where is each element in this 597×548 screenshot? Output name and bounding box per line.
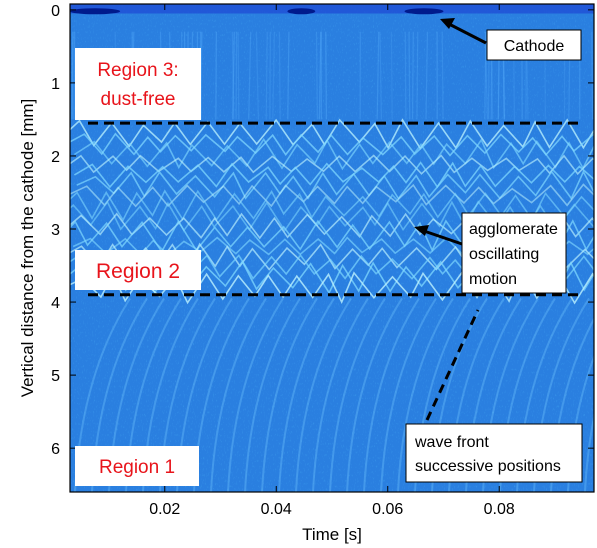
texture-streak [376, 31, 380, 120]
wavefront-streak [584, 412, 594, 492]
oscillation-trace [73, 137, 594, 171]
texture-streak [215, 31, 217, 120]
texture-streak [73, 31, 76, 120]
wavefront-streak [380, 297, 437, 492]
oscillation-trace [76, 169, 594, 200]
texture-streak [278, 31, 281, 120]
wavefront-streak [295, 297, 352, 492]
y-axis-label: Vertical distance from the cathode [mm] [18, 99, 37, 398]
texture-streak [272, 31, 276, 120]
x-tick-label: 0.06 [372, 501, 403, 518]
texture-streak [591, 31, 594, 120]
texture-streak [325, 31, 327, 120]
texture-streak [416, 31, 419, 120]
agglomerate-arrowhead [414, 225, 429, 236]
region-3-label-line-2: dust-free [101, 89, 176, 110]
texture-streak [404, 31, 407, 120]
texture-streak [248, 31, 252, 120]
oscillation-trace [70, 132, 594, 157]
oscillation-trace [70, 183, 594, 208]
agglomerate-label-line-2: oscillating [469, 246, 539, 263]
cathode-annotation: Cathode [440, 18, 582, 61]
oscillation-trace [70, 118, 594, 150]
oscillation-trace [70, 189, 594, 222]
y-tick-label: 6 [51, 441, 60, 458]
cathode-label: Cathode [504, 38, 565, 55]
texture-streak [71, 31, 74, 120]
texture-streak [484, 31, 487, 120]
x-tick-label: 0.02 [149, 501, 180, 518]
cathode-dark-spot [404, 8, 444, 15]
texture-streak [441, 31, 444, 120]
wavefront-streak [397, 297, 454, 492]
texture-streak [231, 31, 235, 120]
cathode-dark-spot [70, 8, 121, 15]
cathode-arrow [448, 22, 487, 45]
x-axis-label: Time [s] [302, 525, 362, 544]
texture-streak [425, 31, 429, 120]
region-2-label: Region 2 [75, 250, 201, 290]
region-2-label-text: Region 2 [96, 260, 180, 283]
texture-streak [408, 31, 411, 120]
wavefront-streak [261, 297, 318, 492]
wavefront-streak [278, 297, 335, 492]
wavefront-streak [244, 297, 301, 492]
cathode-arrowhead [440, 18, 455, 29]
y-tick-label: 0 [51, 3, 60, 20]
wavefront-dashed-arrow [425, 309, 480, 421]
wavefront-label-line-2: successive positions [415, 458, 561, 475]
cathode-band [70, 4, 594, 14]
texture-streak [71, 31, 74, 120]
texture-streak [318, 31, 322, 120]
agglomerate-arrow [423, 229, 463, 246]
agglomerate-annotation: agglomerate oscillating motion [414, 212, 567, 294]
wavefront-streak [346, 297, 403, 492]
texture-streak [255, 31, 259, 120]
region-3-label: Region 3: dust-free [75, 48, 201, 120]
texture-streak [379, 31, 383, 120]
wavefront-streak [210, 297, 267, 492]
y-tick-label: 5 [51, 368, 60, 385]
wavefront-streak [227, 297, 284, 492]
x-tick-label: 0.08 [484, 501, 515, 518]
texture-streak [315, 31, 319, 120]
wavefront-label-line-1: wave front [414, 434, 489, 451]
region-3-label-line-1: Region 3: [97, 60, 178, 81]
region-1-label: Region 1 [75, 446, 199, 486]
wavefront-streak [363, 297, 420, 492]
texture-streak [390, 31, 393, 120]
texture-streak [411, 31, 414, 120]
wavefront-annotation: wave front successive positions [405, 309, 583, 483]
plot-frame [69, 3, 595, 493]
wavefront-streak [329, 297, 386, 492]
y-tick-label: 3 [51, 222, 60, 239]
y-tick-label: 1 [51, 76, 60, 93]
texture-streak [265, 31, 268, 120]
wavefront-streak [312, 297, 369, 492]
texture-streak [287, 31, 290, 120]
y-tick-label: 4 [51, 295, 60, 312]
texture-streak [237, 31, 240, 120]
agglomerate-label-line-1: agglomerate [469, 221, 558, 238]
cathode-dark-spot [287, 8, 316, 15]
region-1-label-text: Region 1 [99, 457, 175, 478]
oscillation-trace [70, 200, 594, 233]
y-tick-label: 2 [51, 149, 60, 166]
x-tick-label: 0.04 [261, 501, 292, 518]
texture-streak [232, 31, 235, 120]
texture-streak [484, 31, 488, 120]
agglomerate-label-line-3: motion [469, 271, 517, 288]
oscillation-trace [70, 154, 594, 176]
